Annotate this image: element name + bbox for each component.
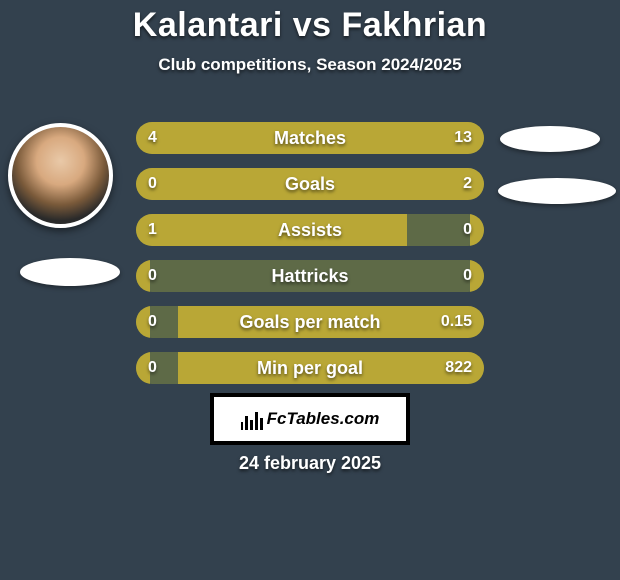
bar-row: 00.15Goals per match: [136, 306, 484, 338]
page-subtitle: Club competitions, Season 2024/2025: [0, 55, 620, 75]
bar-label: Min per goal: [136, 352, 484, 384]
chart-icon: [241, 408, 263, 430]
player-right-badge-2: [498, 178, 616, 204]
bar-label: Assists: [136, 214, 484, 246]
bar-label: Goals: [136, 168, 484, 200]
logo-box: FcTables.com: [210, 393, 410, 445]
player-left-badge: [20, 258, 120, 286]
bar-row: 02Goals: [136, 168, 484, 200]
bar-label: Hattricks: [136, 260, 484, 292]
page-title: Kalantari vs Fakhrian: [0, 0, 620, 45]
player-right-badge-1: [500, 126, 600, 152]
bar-row: 00Hattricks: [136, 260, 484, 292]
bar-row: 413Matches: [136, 122, 484, 154]
comparison-bars: 413Matches 02Goals 10Assists 00Hattricks 00.…: [136, 122, 484, 398]
bar-row: 0822Min per goal: [136, 352, 484, 384]
bar-label: Goals per match: [136, 306, 484, 338]
bar-row: 10Assists: [136, 214, 484, 246]
player-left-avatar: [8, 123, 113, 228]
bar-label: Matches: [136, 122, 484, 154]
date-text: 24 february 2025: [0, 453, 620, 474]
logo-text: FcTables.com: [267, 409, 380, 429]
